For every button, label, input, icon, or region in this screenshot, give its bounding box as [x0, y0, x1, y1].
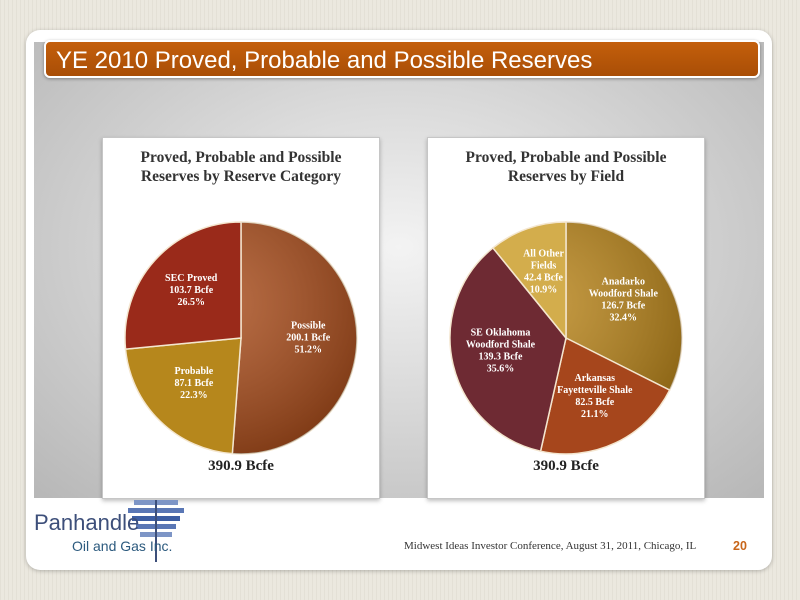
pie-slice [124, 337, 242, 455]
chart-title-line1: Proved, Probable and Possible [465, 149, 667, 166]
pie-slice [491, 221, 567, 341]
logo-text-panhandle: Panhandle [34, 510, 140, 535]
chart-title: Proved, Probable and Possible Reserves b… [103, 148, 379, 186]
chart-total: 390.9 Bcfe [208, 458, 274, 474]
logo-text-oil-and-gas: Oil and Gas Inc. [72, 538, 173, 554]
pie-slice-label: SEC Proved 103.7 Bcfe 26.5% [165, 273, 218, 308]
chart-total: 390.9 Bcfe [533, 458, 599, 474]
footer-conference-text: Midwest Ideas Investor Conference, Augus… [404, 540, 697, 552]
pie-slice-label: All Other Fields 42.4 Bcfe 10.9% [523, 249, 564, 296]
pie-slice-label: Probable 87.1 Bcfe 22.3% [174, 366, 213, 401]
pie-chart-reserve-category: Possible 200.1 Bcfe 51.2% Probable 87.1 Bcfe… [124, 221, 358, 455]
chart-title-line2: Reserves by Reserve Category [140, 168, 342, 185]
content-area: Proved, Probable and Possible Reserves b… [34, 42, 764, 499]
pie-slice [539, 336, 671, 455]
chart-title-line2: Reserves by Field [507, 168, 625, 185]
chart-title: Proved, Probable and Possible Reserves b… [428, 148, 704, 186]
slide-title: YE 2010 Proved, Probable and Possible Re… [44, 40, 760, 78]
slide: Proved, Probable and Possible Reserves b… [26, 30, 772, 570]
chart-panel-field: Proved, Probable and Possible Reserves b… [427, 137, 705, 499]
chart-title-line1: Proved, Probable and Possible [140, 149, 342, 166]
chart-panel-reserve-category: Proved, Probable and Possible Reserves b… [102, 137, 380, 499]
pie-slice-label: Possible 200.1 Bcfe 51.2% [286, 321, 330, 356]
pie-slice [449, 246, 567, 453]
page-number: 20 [733, 539, 747, 553]
pie-slice-label: SE Oklahoma Woodford Shale 139.3 Bcfe 35.6% [466, 327, 536, 374]
pie-slice [124, 221, 242, 350]
pie-slice-label: Anadarko Woodford Shale 126.7 Bcfe 32.4% [589, 277, 659, 324]
pie-chart-field: Anadarko Woodford Shale 126.7 Bcfe 32.4% Ark… [449, 221, 683, 455]
pie-slice-label: Arkansas Fayetteville Shale 82.5 Bcfe 21.1% [557, 373, 633, 420]
logo-mark-icon [128, 500, 184, 562]
company-logo: Panhandle Oil and Gas Inc. [34, 498, 194, 564]
